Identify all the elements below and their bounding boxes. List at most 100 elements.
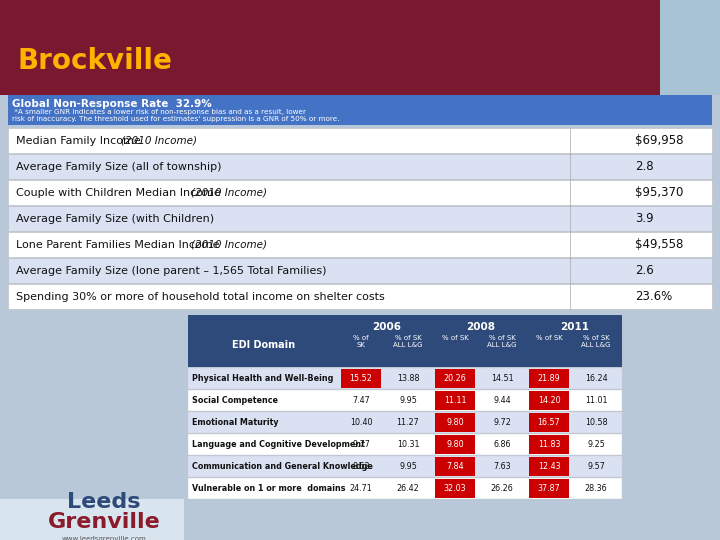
Text: 9.77: 9.77 <box>352 440 370 449</box>
Text: 3.9: 3.9 <box>635 212 654 225</box>
FancyBboxPatch shape <box>8 128 712 153</box>
Text: Language and Cognitive Development: Language and Cognitive Development <box>192 440 365 449</box>
Text: 7.84: 7.84 <box>446 462 464 471</box>
Text: 11.27: 11.27 <box>397 418 419 427</box>
Text: 2.8: 2.8 <box>635 160 654 173</box>
FancyBboxPatch shape <box>188 412 622 433</box>
FancyBboxPatch shape <box>8 95 712 125</box>
FancyBboxPatch shape <box>435 413 475 432</box>
Text: 10.58: 10.58 <box>585 418 607 427</box>
Text: 14.20: 14.20 <box>538 396 560 405</box>
Text: 6.86: 6.86 <box>493 440 510 449</box>
Text: 9.95: 9.95 <box>399 396 417 405</box>
FancyBboxPatch shape <box>0 0 720 95</box>
Text: 7.63: 7.63 <box>493 462 510 471</box>
Text: 15.52: 15.52 <box>350 374 372 383</box>
FancyBboxPatch shape <box>8 154 712 179</box>
Text: 9.25: 9.25 <box>587 440 605 449</box>
Text: Couple with Children Median Income: Couple with Children Median Income <box>16 187 224 198</box>
FancyBboxPatch shape <box>529 369 569 388</box>
Text: 9.44: 9.44 <box>493 396 510 405</box>
FancyBboxPatch shape <box>8 232 712 257</box>
Text: 26.42: 26.42 <box>397 484 419 493</box>
Text: 2011: 2011 <box>560 322 590 332</box>
Text: 9.72: 9.72 <box>493 418 511 427</box>
FancyBboxPatch shape <box>529 413 569 432</box>
FancyBboxPatch shape <box>435 391 475 410</box>
Text: 11.83: 11.83 <box>538 440 560 449</box>
Text: 21.89: 21.89 <box>538 374 560 383</box>
Text: % of SK
ALL L&G: % of SK ALL L&G <box>487 335 517 348</box>
FancyBboxPatch shape <box>8 284 712 309</box>
Text: Average Family Size (with Children): Average Family Size (with Children) <box>16 213 214 224</box>
Text: % of SK
ALL L&G: % of SK ALL L&G <box>581 335 611 348</box>
FancyBboxPatch shape <box>188 390 622 411</box>
Text: 11.11: 11.11 <box>444 396 467 405</box>
FancyBboxPatch shape <box>660 0 720 95</box>
Text: 7.47: 7.47 <box>352 396 370 405</box>
Text: $69,958: $69,958 <box>635 134 683 147</box>
Text: Median Family Income: Median Family Income <box>16 136 144 145</box>
Text: www.leedsgrenville.com: www.leedsgrenville.com <box>62 537 146 540</box>
Text: Brockville: Brockville <box>18 47 173 75</box>
FancyBboxPatch shape <box>188 456 622 477</box>
FancyBboxPatch shape <box>435 435 475 454</box>
Text: *A smaller GNR indicates a lower risk of non-response bias and as a result, lowe: *A smaller GNR indicates a lower risk of… <box>12 109 340 123</box>
Text: $95,370: $95,370 <box>635 186 683 199</box>
Text: 37.87: 37.87 <box>538 484 560 493</box>
FancyBboxPatch shape <box>435 457 475 476</box>
FancyBboxPatch shape <box>341 369 381 388</box>
Text: (2010 Income): (2010 Income) <box>191 240 267 249</box>
Text: 24.71: 24.71 <box>350 484 372 493</box>
FancyBboxPatch shape <box>529 457 569 476</box>
Text: $49,558: $49,558 <box>635 238 683 251</box>
Text: (2010 Income): (2010 Income) <box>191 187 267 198</box>
FancyBboxPatch shape <box>188 434 622 455</box>
Text: Average Family Size (all of township): Average Family Size (all of township) <box>16 161 222 172</box>
FancyBboxPatch shape <box>529 479 569 498</box>
Text: Average Family Size (lone parent – 1,565 Total Families): Average Family Size (lone parent – 1,565… <box>16 266 326 275</box>
Text: Spending 30% or more of household total income on shelter costs: Spending 30% or more of household total … <box>16 292 384 301</box>
FancyBboxPatch shape <box>188 315 622 367</box>
Text: Social Competence: Social Competence <box>192 396 278 405</box>
FancyBboxPatch shape <box>0 499 184 540</box>
Text: 13.88: 13.88 <box>397 374 419 383</box>
Text: 8.62: 8.62 <box>352 462 370 471</box>
Text: Communication and General Knowledge: Communication and General Knowledge <box>192 462 373 471</box>
Text: % of SK: % of SK <box>536 335 562 341</box>
Text: 2.6: 2.6 <box>635 264 654 277</box>
Text: Lone Parent Families Median Income: Lone Parent Families Median Income <box>16 240 223 249</box>
Text: 14.51: 14.51 <box>491 374 513 383</box>
Text: 9.57: 9.57 <box>587 462 605 471</box>
FancyBboxPatch shape <box>8 206 712 231</box>
Text: Emotional Maturity: Emotional Maturity <box>192 418 279 427</box>
Text: 32.03: 32.03 <box>444 484 467 493</box>
Text: 11.01: 11.01 <box>585 396 607 405</box>
Text: 12.43: 12.43 <box>538 462 560 471</box>
FancyBboxPatch shape <box>435 479 475 498</box>
Text: % of SK: % of SK <box>441 335 469 341</box>
Text: 9.80: 9.80 <box>446 418 464 427</box>
FancyBboxPatch shape <box>529 391 569 410</box>
Text: 9.80: 9.80 <box>446 440 464 449</box>
FancyBboxPatch shape <box>188 478 622 499</box>
Text: EDI Domain: EDI Domain <box>233 340 296 350</box>
Text: 9.95: 9.95 <box>399 462 417 471</box>
Text: 16.57: 16.57 <box>538 418 560 427</box>
Text: Leeds: Leeds <box>67 491 140 511</box>
Text: Physical Health and Well-Being: Physical Health and Well-Being <box>192 374 333 383</box>
Text: % of
SK: % of SK <box>354 335 369 348</box>
Text: % of SK
ALL L&G: % of SK ALL L&G <box>393 335 423 348</box>
FancyBboxPatch shape <box>8 258 712 283</box>
FancyBboxPatch shape <box>435 369 475 388</box>
FancyBboxPatch shape <box>8 180 712 205</box>
Text: 20.26: 20.26 <box>444 374 467 383</box>
Text: Vulnerable on 1 or more  domains: Vulnerable on 1 or more domains <box>192 484 346 493</box>
FancyBboxPatch shape <box>529 435 569 454</box>
Text: 28.36: 28.36 <box>585 484 607 493</box>
Text: Grenville: Grenville <box>48 511 161 531</box>
Text: 16.24: 16.24 <box>585 374 607 383</box>
Text: 23.6%: 23.6% <box>635 290 672 303</box>
FancyBboxPatch shape <box>188 368 622 389</box>
Text: (2010 Income): (2010 Income) <box>121 136 197 145</box>
